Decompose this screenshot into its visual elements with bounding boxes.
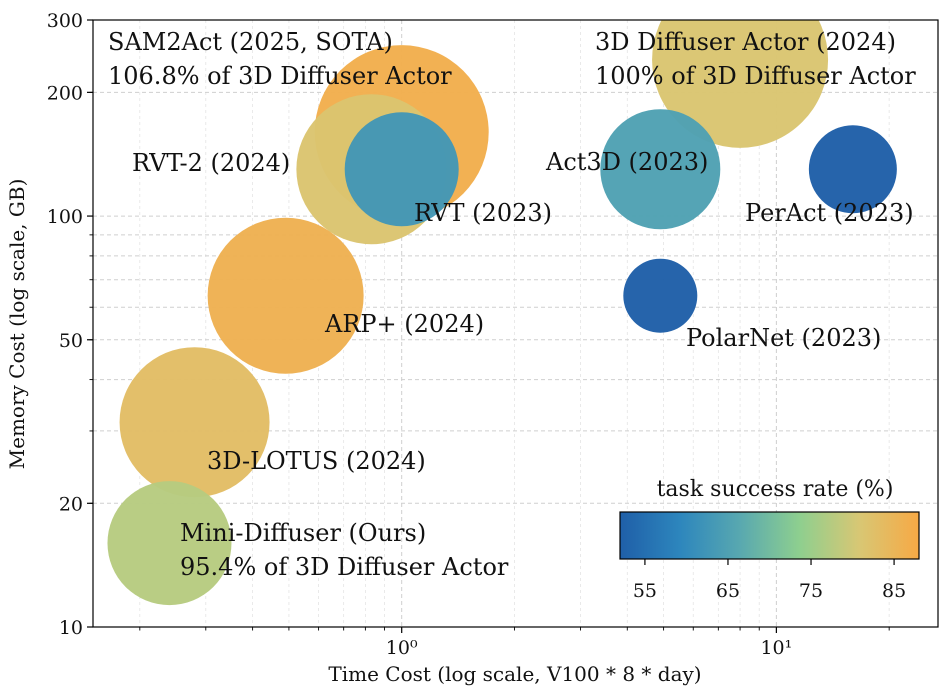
bubble-3d-diffuser-actor xyxy=(652,20,829,148)
bubble-3d-lotus xyxy=(119,347,270,498)
bubble-mini-diffuser xyxy=(107,481,232,606)
label-mini-diffuser-line2: 95.4% of 3D Diffuser Actor xyxy=(180,553,509,581)
x-tick-label: 10¹ xyxy=(760,637,792,659)
colorbar-gradient xyxy=(619,511,920,560)
y-axis-title: Memory Cost (log scale, GB) xyxy=(5,179,29,470)
label-3d-lotus: 3D-LOTUS (2024) xyxy=(207,447,426,475)
x-tick-label: 10⁰ xyxy=(386,637,418,659)
bubble-peract xyxy=(808,125,897,214)
label-act3d: Act3D (2023) xyxy=(545,148,708,176)
y-tick-label: 100 xyxy=(47,206,83,228)
tick-layer: 10⁰ 10¹ 10 20 50 100 200 300 xyxy=(47,10,890,659)
y-tick-label: 50 xyxy=(59,330,83,352)
colorbar-tick-label: 55 xyxy=(633,580,657,602)
bubble-arp xyxy=(207,217,364,374)
label-3d-diffuser-actor-line2: 100% of 3D Diffuser Actor xyxy=(595,62,916,90)
label-rvt-2: RVT-2 (2024) xyxy=(132,149,290,177)
label-3d-diffuser-actor: 3D Diffuser Actor (2024) xyxy=(595,28,896,56)
y-tick-label: 200 xyxy=(47,82,83,104)
label-rvt: RVT (2023) xyxy=(414,199,552,227)
y-tick-label: 300 xyxy=(47,10,83,32)
label-arp-plus: ARP+ (2024) xyxy=(324,310,484,338)
x-axis-title: Time Cost (log scale, V100 * 8 * day) xyxy=(328,662,701,686)
y-tick-label: 10 xyxy=(59,617,83,639)
bubble-polarnet xyxy=(623,258,698,333)
annotation-layer: SAM2Act (2025, SOTA) 106.8% of 3D Diffuse… xyxy=(108,28,916,581)
plot-frame xyxy=(92,19,939,628)
colorbar-ticks: 55 65 75 85 xyxy=(633,559,906,602)
y-tick-label: 20 xyxy=(59,493,83,515)
bubble-layer xyxy=(107,20,897,606)
colorbar-tick-label: 85 xyxy=(882,580,906,602)
label-mini-diffuser: Mini-Diffuser (Ours) xyxy=(180,519,426,547)
colorbar: task success rate (%) 55 65 75 85 xyxy=(619,477,920,602)
bubble-rvt xyxy=(344,112,459,227)
bubble-act3d xyxy=(600,109,721,230)
label-peract: PerAct (2023) xyxy=(745,199,914,227)
colorbar-tick-label: 65 xyxy=(716,580,740,602)
colorbar-tick-label: 75 xyxy=(799,580,823,602)
label-polarnet: PolarNet (2023) xyxy=(686,324,881,352)
label-sam2act-line2: 106.8% of 3D Diffuser Actor xyxy=(108,62,452,90)
label-sam2act: SAM2Act (2025, SOTA) xyxy=(108,28,393,56)
colorbar-title: task success rate (%) xyxy=(657,477,894,502)
